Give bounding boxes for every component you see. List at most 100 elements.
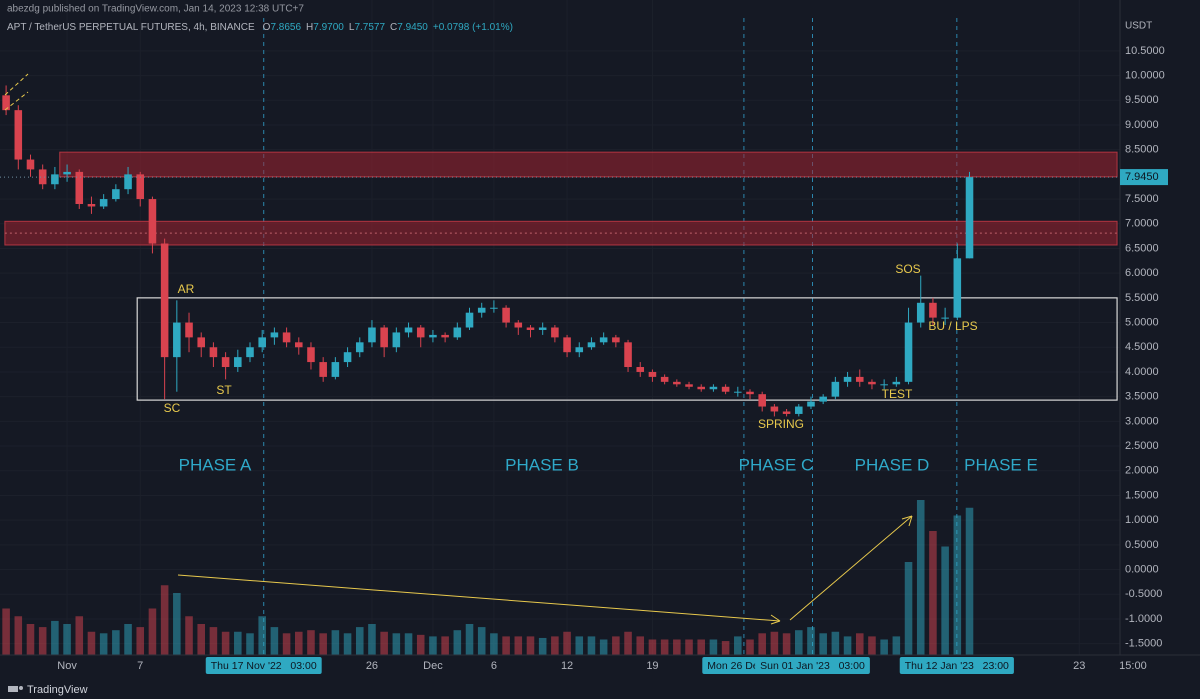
y-tick-label: -1.0000 xyxy=(1125,613,1162,625)
volume-bar xyxy=(709,639,718,655)
date-marker-label: Thu 17 Nov '22 03:00 xyxy=(211,660,317,672)
candle-body xyxy=(2,95,10,111)
volume-bar xyxy=(880,639,888,655)
y-tick-label: 4.0000 xyxy=(1125,366,1159,378)
candle-body xyxy=(709,386,718,390)
candle-body xyxy=(685,384,693,387)
ohlc-value: 7.7577 xyxy=(354,22,385,33)
volume-bar xyxy=(648,639,657,655)
candle-body xyxy=(758,394,766,407)
volume-bar xyxy=(673,639,681,655)
phase-label: PHASE D xyxy=(855,455,930,474)
y-tick-label: 3.0000 xyxy=(1125,415,1159,427)
candle-body xyxy=(87,204,96,207)
candle-body xyxy=(660,376,669,382)
candle-body xyxy=(307,347,315,363)
y-tick-label: 5.5000 xyxy=(1125,292,1159,304)
y-tick-label: 3.5000 xyxy=(1125,391,1159,403)
candle-body xyxy=(416,327,425,338)
candle-body xyxy=(807,401,815,407)
y-tick-label: 9.5000 xyxy=(1125,94,1159,106)
candle-body xyxy=(880,384,888,386)
y-tick-label: 9.0000 xyxy=(1125,119,1159,131)
ohlc-key: C xyxy=(390,22,397,33)
candle-body xyxy=(575,347,584,353)
candle-body xyxy=(75,171,84,205)
x-tick-label: 7 xyxy=(137,660,143,672)
trading-range-box xyxy=(136,297,1118,401)
wyckoff-label: SPRING xyxy=(758,417,804,431)
volume-bar xyxy=(75,616,84,655)
date-marker-label: Sun 01 Jan '23 03:00 xyxy=(760,660,865,672)
ohlc-value: 7.9700 xyxy=(313,22,344,33)
volume-bar xyxy=(770,631,779,655)
volume-bar xyxy=(660,639,669,655)
volume-bar xyxy=(892,636,901,655)
candle-body xyxy=(453,327,462,338)
volume-bar xyxy=(697,639,705,655)
date-marker-box xyxy=(899,657,1014,674)
candle-body xyxy=(734,391,742,393)
x-tick-label: 6 xyxy=(491,660,497,672)
candle-body xyxy=(502,307,510,323)
volume-bar xyxy=(441,636,449,655)
wyckoff-label: BU / LPS xyxy=(928,319,977,333)
volume-bar xyxy=(246,633,254,655)
volume-bar xyxy=(502,636,510,655)
y-tick-label: 6.0000 xyxy=(1125,267,1159,279)
y-tick-label: -1.5000 xyxy=(1125,638,1162,650)
volume-bar xyxy=(904,562,913,655)
candle-body xyxy=(673,381,681,385)
volume-bar xyxy=(136,627,145,655)
y-tick-label: 5.0000 xyxy=(1125,316,1159,328)
axis-unit: USDT xyxy=(1125,21,1152,32)
arrow-head xyxy=(770,614,781,625)
candle-body xyxy=(26,159,35,170)
volume-bar xyxy=(160,585,169,655)
x-tick-label: 19 xyxy=(646,660,658,672)
volume-bar xyxy=(734,636,742,655)
logo-dot xyxy=(19,686,23,690)
volume-bar xyxy=(477,627,486,655)
publish-header: abezdg published on TradingView.com, Jan… xyxy=(7,4,304,15)
y-tick-label: 7.5000 xyxy=(1125,193,1159,205)
phase-label: PHASE C xyxy=(739,455,814,474)
y-tick-label: 0.5000 xyxy=(1125,539,1159,551)
candle-body xyxy=(465,312,474,328)
candle-body xyxy=(965,177,974,259)
candle-body xyxy=(819,396,827,402)
y-tick-label: 10.5000 xyxy=(1125,45,1165,57)
volume-bar xyxy=(87,631,96,655)
candle-body xyxy=(160,243,169,358)
y-tick-label: 7.0000 xyxy=(1125,218,1159,230)
candle-body xyxy=(514,322,523,328)
volume-bar xyxy=(258,616,266,655)
y-tick-label: 0.0000 xyxy=(1125,563,1159,575)
volume-bar xyxy=(51,620,59,655)
symbol-name: APT / TetherUS PERPETUAL FUTURES, 4h, BI… xyxy=(7,22,255,33)
volume-bar xyxy=(868,636,876,655)
volume-bar xyxy=(465,624,474,655)
volume-bar xyxy=(38,627,47,655)
candle-body xyxy=(185,322,193,338)
last-price-label: 7.9450 xyxy=(1125,171,1159,183)
date-marker-box xyxy=(205,657,322,674)
volume-bar xyxy=(685,639,693,655)
candle-body xyxy=(209,347,218,358)
ohlc-value: 7.8656 xyxy=(270,22,301,33)
candle-body xyxy=(916,302,925,323)
candle-body xyxy=(295,342,303,348)
candle-body xyxy=(929,302,937,318)
candle-body xyxy=(221,357,230,368)
footer-logo xyxy=(8,686,23,692)
volume-bar xyxy=(929,531,937,655)
volume-bar xyxy=(295,631,303,655)
candle-body xyxy=(197,337,205,348)
volume-bar xyxy=(282,633,291,655)
candle-body xyxy=(721,386,730,392)
ohlc-key: O xyxy=(263,22,271,33)
x-tick-label: 15:00 xyxy=(1119,660,1147,672)
volume-bar xyxy=(392,633,401,655)
candle-body xyxy=(63,171,71,175)
phase-label: PHASE B xyxy=(505,455,579,474)
